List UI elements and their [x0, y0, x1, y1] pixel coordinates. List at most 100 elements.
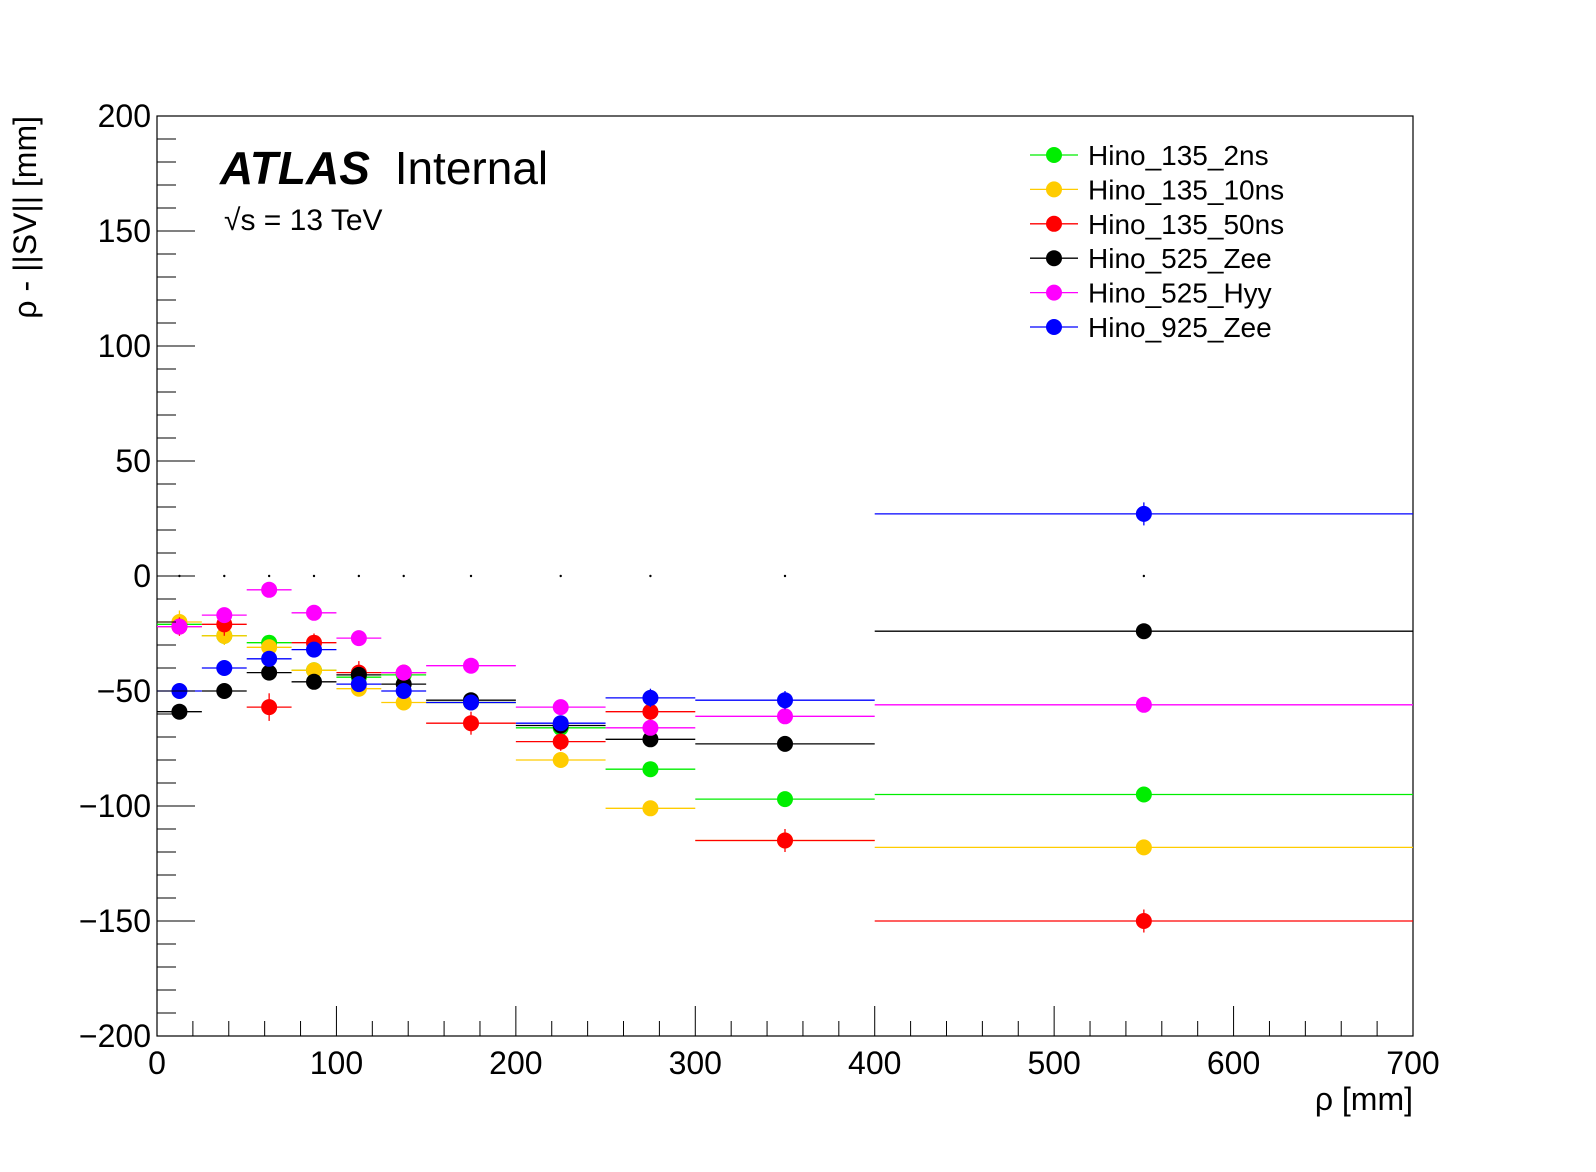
legend-label: Hino_135_10ns — [1088, 174, 1284, 205]
legend-label: Hino_525_Hyy — [1088, 278, 1272, 309]
atlas-label: ATLAS Internal — [219, 142, 548, 194]
series-Hino_135_10ns — [157, 610, 1413, 856]
series-Hino_525_Hyy — [157, 581, 1413, 736]
data-point — [1135, 696, 1152, 713]
y-axis: −200 −150 −100 −50 0 50 100 150 200 — [79, 98, 195, 1054]
data-point — [552, 733, 569, 750]
x-tick-label: 400 — [848, 1045, 901, 1081]
data-point — [1135, 623, 1152, 640]
data-point — [777, 692, 793, 709]
data-point — [642, 689, 659, 706]
y-tick-label: −50 — [97, 673, 151, 709]
data-point — [552, 699, 569, 716]
legend-entry: Hino_925_Zee — [1030, 312, 1272, 343]
data-point — [552, 715, 569, 732]
legend-label: Hino_525_Zee — [1088, 243, 1272, 274]
data-point — [306, 662, 322, 679]
data-point — [777, 708, 793, 725]
y-tick-label: −150 — [79, 903, 151, 939]
x-tick-label: 200 — [489, 1045, 542, 1081]
legend-marker — [1046, 250, 1062, 267]
x-tick-label: 0 — [148, 1045, 166, 1081]
y-tick-label: 0 — [133, 558, 151, 594]
data-point — [777, 735, 793, 752]
data-point — [1135, 913, 1152, 929]
legend-marker — [1046, 284, 1062, 301]
x-tick-label: 700 — [1386, 1045, 1439, 1081]
series-Hino_525_Zee — [157, 623, 1413, 752]
legend-label: Hino_925_Zee — [1088, 312, 1272, 343]
data-point — [216, 607, 233, 624]
series-Hino_925_Zee — [157, 502, 1413, 732]
y-tick-label: 150 — [98, 213, 151, 249]
zero-ref-dot — [312, 574, 316, 578]
data-point — [350, 676, 367, 693]
data-point — [642, 800, 659, 817]
data-point — [395, 664, 412, 681]
data-point — [306, 604, 322, 621]
legend-marker — [1046, 181, 1062, 198]
legend: Hino_135_2nsHino_135_10nsHino_135_50nsHi… — [1030, 140, 1284, 343]
y-tick-label: 100 — [98, 328, 151, 364]
legend-entry: Hino_525_Hyy — [1030, 278, 1272, 309]
zero-ref-dot — [1142, 574, 1146, 578]
data-point — [463, 657, 479, 674]
data-point — [463, 715, 479, 732]
y-tick-label: −200 — [79, 1018, 151, 1054]
energy-label: √s = 13 TeV — [224, 204, 383, 237]
series-layer — [157, 502, 1413, 933]
zero-ref-dot — [649, 574, 652, 578]
data-point — [261, 639, 278, 656]
legend-entry: Hino_135_50ns — [1030, 209, 1284, 240]
x-tick-label: 600 — [1207, 1045, 1260, 1081]
x-axis-title: ρ [mm] — [1315, 1081, 1413, 1117]
x-tick-label: 300 — [669, 1045, 722, 1081]
data-point — [777, 832, 793, 849]
y-tick-label: −100 — [79, 788, 151, 824]
legend-entry: Hino_525_Zee — [1030, 243, 1272, 274]
x-axis: 0 100 200 300 400 500 600 700 — [148, 1006, 1440, 1081]
series-Hino_135_50ns — [157, 612, 1413, 933]
legend-entry: Hino_135_10ns — [1030, 174, 1284, 205]
zero-ref-dot — [402, 574, 405, 578]
atlas-internal-label: Internal — [395, 142, 548, 194]
y-axis-title: ρ - ||SV|| [mm] — [7, 116, 43, 319]
energy-value: = 13 TeV — [255, 204, 382, 237]
legend-label: Hino_135_50ns — [1088, 209, 1284, 240]
data-point — [171, 618, 188, 635]
atlas-bold-label: ATLAS — [219, 142, 370, 194]
data-point — [261, 650, 278, 667]
zero-reference-dots — [178, 574, 1146, 578]
data-point — [350, 630, 367, 647]
data-point — [306, 641, 322, 658]
data-point — [306, 673, 322, 690]
legend-label: Hino_135_2ns — [1088, 140, 1269, 171]
data-point — [171, 703, 188, 720]
data-point — [1135, 786, 1152, 803]
zero-ref-dot — [559, 574, 562, 578]
legend-marker — [1046, 319, 1062, 335]
x-tick-label: 500 — [1027, 1045, 1080, 1081]
legend-marker — [1046, 147, 1062, 163]
data-point — [642, 703, 659, 720]
y-tick-label: 50 — [115, 443, 151, 479]
data-point — [1135, 505, 1152, 522]
data-point — [642, 731, 659, 748]
data-point — [777, 791, 793, 808]
data-point — [261, 664, 278, 681]
zero-ref-dot — [783, 574, 787, 578]
data-point — [395, 694, 412, 711]
zero-ref-dot — [267, 574, 271, 578]
data-point — [552, 752, 569, 768]
y-tick-label: 200 — [98, 98, 151, 134]
zero-ref-dot — [469, 574, 473, 578]
x-tick-label: 100 — [310, 1045, 363, 1081]
data-point — [216, 683, 233, 699]
data-point — [395, 683, 412, 699]
zero-ref-dot — [223, 574, 226, 578]
data-point — [1135, 839, 1152, 856]
data-point — [463, 694, 479, 711]
data-point — [642, 719, 659, 736]
data-point — [216, 660, 233, 676]
